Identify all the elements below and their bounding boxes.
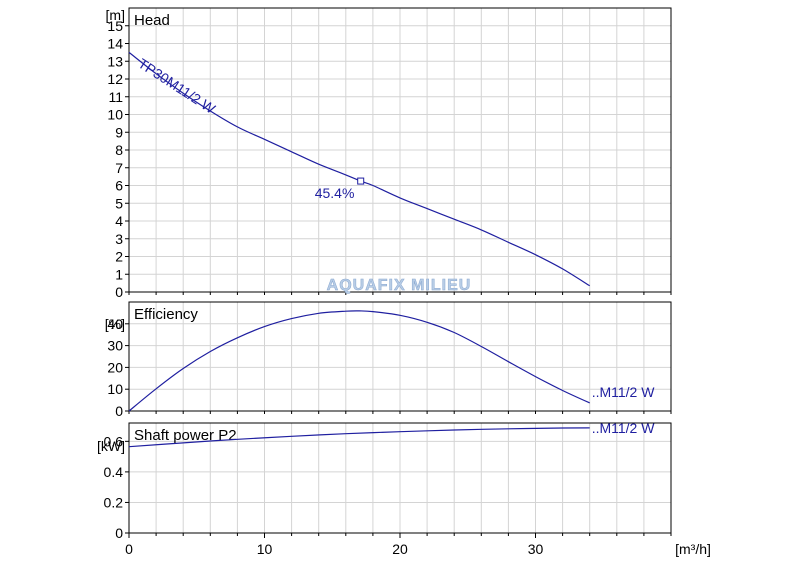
- series-line: [128, 427, 590, 448]
- series-line: [128, 310, 590, 412]
- y-tick-label: 2: [115, 249, 123, 265]
- y-tick-label: 3: [115, 231, 123, 247]
- y-tick-label: 30: [107, 338, 123, 354]
- y-axis-unit: [m]: [106, 7, 125, 23]
- y-tick-label: 0: [115, 525, 123, 541]
- y-tick-label: 0: [115, 403, 123, 419]
- y-tick-label: 0: [115, 284, 123, 300]
- panel-title: Head: [134, 12, 170, 29]
- y-tick-label: 8: [115, 142, 123, 158]
- y-tick-label: 13: [107, 53, 123, 69]
- panel-title: Efficiency: [134, 306, 198, 323]
- x-tick-label: 0: [125, 541, 133, 557]
- panel-title: Shaft power P2: [134, 427, 237, 444]
- x-tick-label: 20: [392, 541, 408, 557]
- y-tick-label: 0.2: [104, 494, 124, 510]
- y-tick-label: 15: [107, 18, 123, 34]
- duty-point-label: 45.4%: [315, 185, 355, 201]
- y-tick-label: 6: [115, 178, 123, 194]
- x-tick-label: 30: [528, 541, 544, 557]
- series-label: ..M11/2 W: [592, 420, 656, 436]
- x-axis-unit: [m³/h]: [675, 541, 711, 557]
- y-tick-label: 20: [107, 359, 123, 375]
- y-tick-label: 12: [107, 71, 123, 87]
- y-tick-label: 1: [115, 266, 123, 282]
- y-tick-label: 9: [115, 124, 123, 140]
- panel-efficiency: 0 10 20 30 40[%] Efficiency ..M11/2 W: [105, 301, 672, 419]
- series-label: TP30M11/2 W: [135, 55, 219, 117]
- y-tick-label: 5: [115, 195, 123, 211]
- series-line: [128, 51, 591, 287]
- y-tick-label: 0.6: [104, 433, 124, 449]
- panel-shaft-power-p2: 0 0.2 0.4 0.6[kW] Shaft power P2 ..M11/2 W: [97, 420, 672, 541]
- y-tick-label: 10: [107, 381, 123, 397]
- y-tick-label: 10: [107, 107, 123, 123]
- y-tick-label: 7: [115, 160, 123, 176]
- y-tick-label: 40: [107, 316, 123, 332]
- series-label: ..M11/2 W: [592, 384, 656, 400]
- y-tick-label: 0.4: [104, 464, 124, 480]
- y-tick-label: 4: [115, 213, 123, 229]
- x-tick-label: 10: [257, 541, 273, 557]
- duty-point-marker: [357, 177, 365, 185]
- y-axis-unit: [kW]: [97, 438, 125, 454]
- y-tick-label: 11: [108, 89, 123, 105]
- y-axis-unit: [%]: [105, 316, 125, 332]
- y-tick-label: 14: [107, 36, 123, 52]
- watermark: AQUAFIX MILIEU: [327, 277, 472, 294]
